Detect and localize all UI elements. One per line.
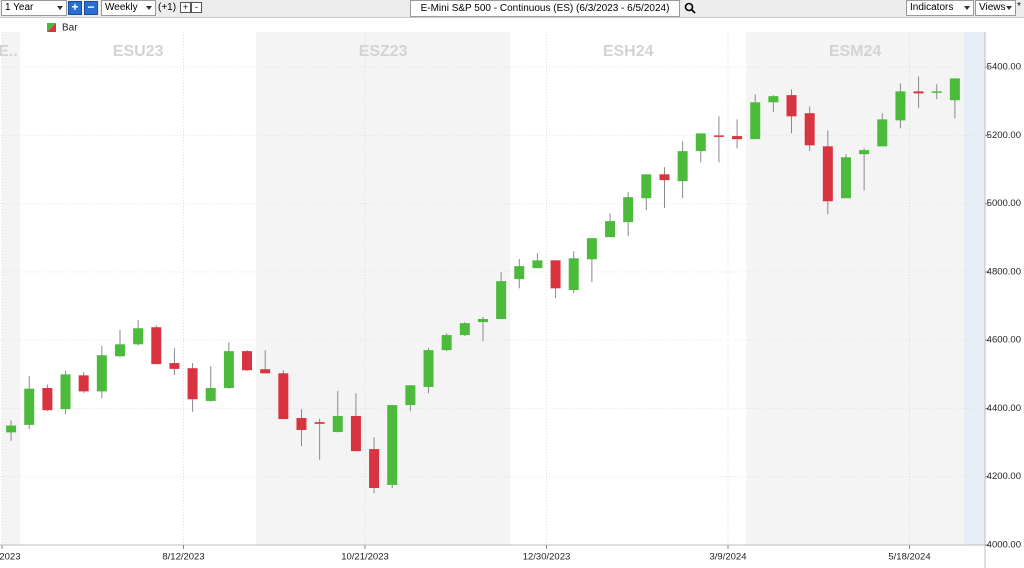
x-tick-label: 8/12/2023 (162, 552, 204, 563)
candle-body (895, 91, 906, 121)
candle-body (949, 78, 960, 101)
candle-body (187, 368, 198, 400)
legend-label: Bar (62, 23, 78, 34)
future-area (963, 32, 985, 545)
candle-body (314, 422, 325, 424)
candle-body (332, 415, 343, 433)
contract-label: E.. (0, 43, 18, 60)
candle-body (477, 319, 488, 323)
candle-body (641, 174, 652, 199)
candle-body (840, 157, 851, 199)
candle-body (387, 405, 398, 485)
candle-body (441, 335, 452, 351)
candle-body (659, 174, 670, 181)
x-tick-label: 7/3/2023 (0, 552, 20, 563)
indicators-select[interactable]: Indicators (906, 0, 974, 16)
candle-body (586, 238, 597, 260)
candle-body (459, 323, 470, 336)
contract-label: ESU23 (113, 43, 164, 60)
contract-label: ESH24 (603, 43, 654, 60)
candle-body (913, 91, 924, 94)
contract-shade (256, 32, 511, 545)
y-tick-label: 4400.00 (987, 403, 1021, 414)
candle-body (514, 266, 525, 280)
y-tick-label: 5000.00 (987, 198, 1021, 209)
candle-body (296, 418, 307, 430)
y-tick-label: 5200.00 (987, 130, 1021, 141)
zoom-in-button[interactable]: + (68, 1, 82, 15)
candle-body (114, 344, 125, 357)
candle-body (786, 95, 797, 117)
candle-body (151, 327, 162, 365)
candle-body (223, 351, 234, 388)
candle-body (423, 350, 434, 387)
candle-body (133, 328, 144, 345)
candle-body (750, 102, 761, 140)
y-tick-label: 4800.00 (987, 266, 1021, 277)
toolbar: 1 Year + − Weekly (+1) + - E-Mini S&P 50… (0, 0, 1024, 18)
interval-select[interactable]: Weekly (101, 0, 156, 16)
legend: Bar (47, 23, 78, 34)
contract-shade (2, 32, 21, 545)
candle-body (605, 221, 616, 238)
candle-body (568, 258, 579, 291)
candle-body (24, 388, 35, 425)
y-tick-label: 4600.00 (987, 335, 1021, 346)
candle-body (60, 374, 71, 410)
candle-body (695, 133, 706, 152)
zoom-out-button[interactable]: − (84, 1, 98, 15)
candle-body (732, 136, 743, 140)
legend-icon-down (47, 23, 56, 32)
candle-body (859, 150, 870, 155)
candle-body (369, 449, 380, 488)
chart: E.. ESU23 ESZ23 ESH24 ESM24 4000.00 4200.00 440… (0, 18, 1024, 568)
candle-body (350, 415, 361, 452)
candle-body (877, 119, 888, 147)
symbol-box[interactable]: E-Mini S&P 500 - Continuous (ES) (6/3/20… (410, 0, 680, 17)
x-tick-label: 10/21/2023 (341, 552, 389, 563)
star: * (1017, 1, 1021, 12)
contract-shade (746, 32, 964, 545)
candle-body (96, 355, 107, 392)
candle-body (496, 281, 507, 320)
x-tick-label: 5/18/2024 (888, 552, 930, 563)
offset-minus[interactable]: - (191, 2, 202, 13)
x-tick-label: 3/9/2024 (710, 552, 747, 563)
candle-body (78, 375, 89, 392)
y-tick-label: 4200.00 (987, 471, 1021, 482)
candle-body (6, 425, 17, 433)
candle-body (42, 387, 53, 411)
candle-body (768, 96, 779, 103)
candle-body (822, 146, 833, 202)
offset-label: (+1) (158, 2, 177, 13)
candle-body (713, 135, 724, 137)
candle-body (169, 363, 180, 369)
offset-plus[interactable]: + (180, 2, 191, 13)
candle-body (260, 369, 271, 374)
candle-body (205, 387, 216, 401)
period-select[interactable]: 1 Year (1, 0, 67, 16)
candle-body (804, 113, 815, 146)
views-select[interactable]: Views (975, 0, 1016, 16)
search-icon[interactable] (684, 2, 696, 14)
contract-label: ESM24 (829, 43, 882, 60)
candle-body (677, 151, 688, 182)
x-tick-label: 12/30/2023 (523, 552, 571, 563)
candle-body (405, 385, 416, 406)
candle-body (242, 351, 253, 371)
y-tick-label: 4000.00 (987, 540, 1021, 551)
y-tick-label: 5400.00 (987, 62, 1021, 73)
candle-body (550, 260, 561, 289)
y-axis-panel (985, 18, 1024, 568)
candle-body (532, 260, 543, 269)
candle-body (278, 373, 289, 420)
candle-body (931, 91, 942, 93)
candle-body (623, 197, 634, 223)
contract-label: ESZ23 (359, 43, 408, 60)
